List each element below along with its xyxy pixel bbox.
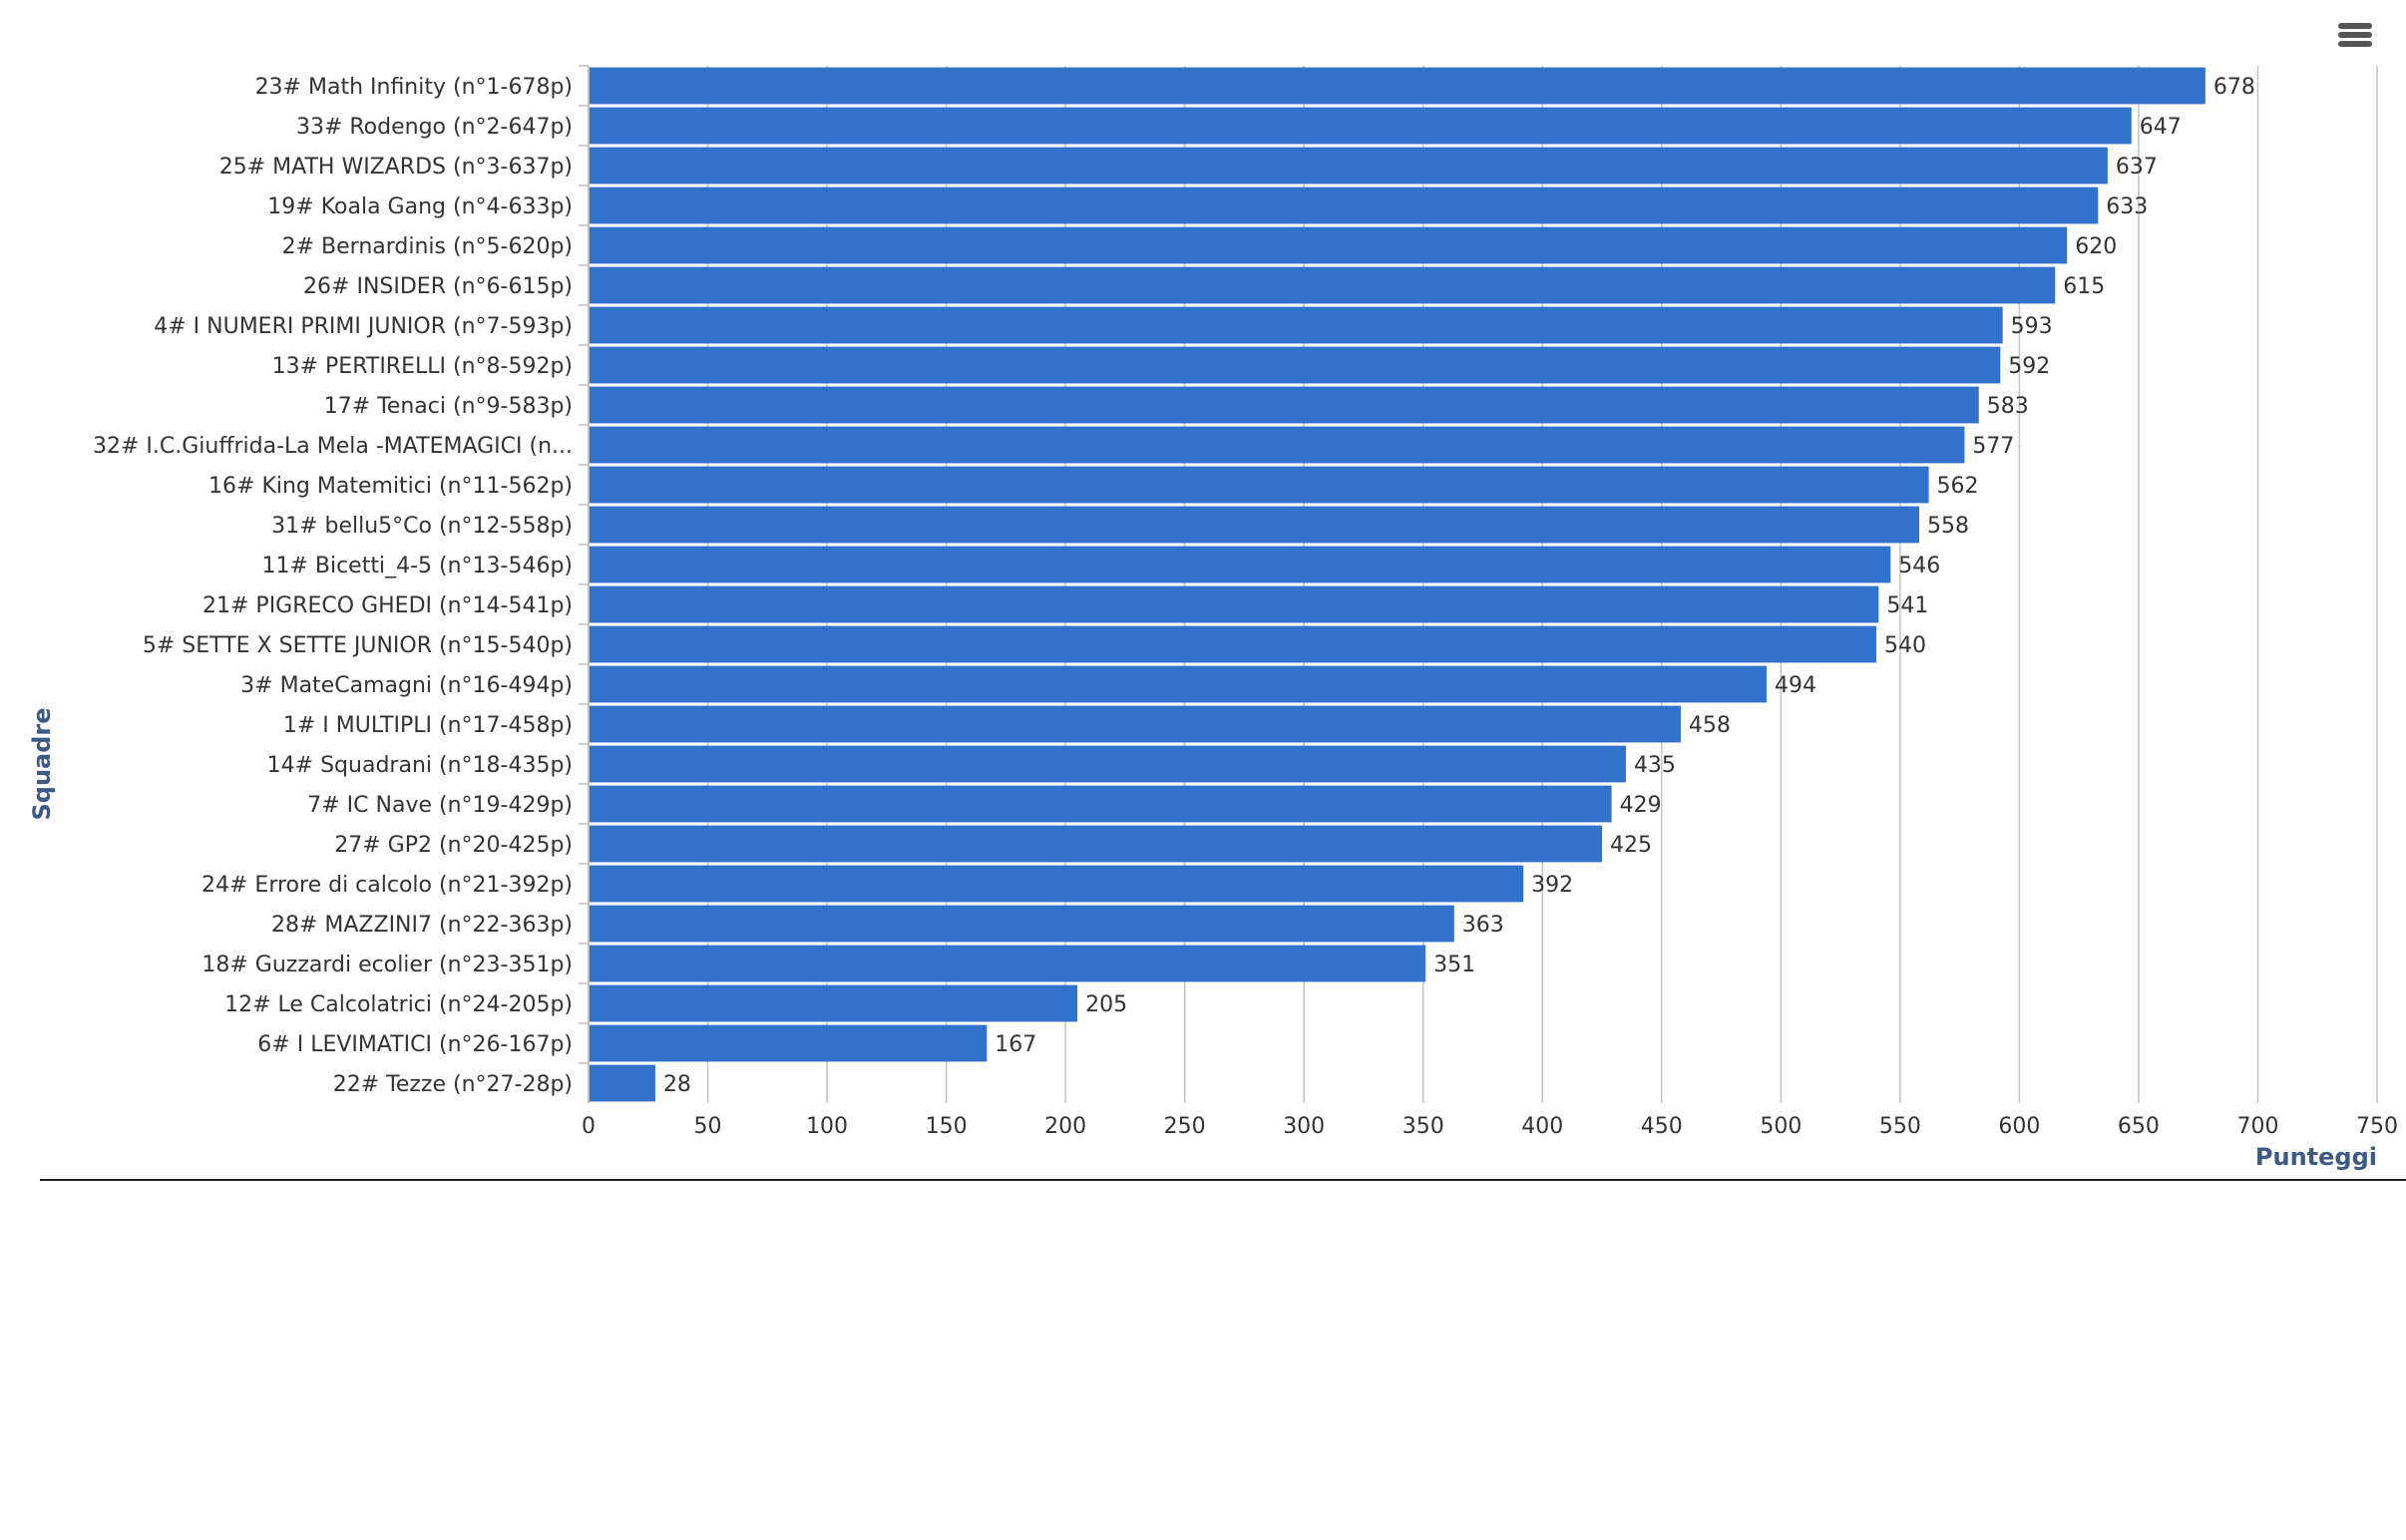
bar — [589, 745, 1626, 783]
x-tick-label: 600 — [1998, 1114, 2040, 1139]
x-tick-label: 250 — [1164, 1114, 1206, 1139]
data-label: 425 — [1610, 833, 1652, 858]
category-label: 19# Koala Gang (n°4-633p) — [267, 194, 573, 219]
bar — [589, 107, 2132, 145]
x-tick-label: 350 — [1403, 1114, 1444, 1139]
category-label: 26# INSIDER (n°6-615p) — [303, 274, 573, 299]
bar — [589, 426, 1965, 464]
bar — [589, 1064, 655, 1102]
chart-menu-button[interactable] — [2326, 10, 2386, 60]
bar — [589, 546, 1891, 583]
bar — [589, 945, 1426, 982]
bar — [589, 785, 1612, 823]
data-label: 633 — [2106, 194, 2148, 219]
category-label: 27# GP2 (n°20-425p) — [334, 833, 573, 858]
bar — [589, 147, 2108, 185]
data-label: 363 — [1462, 913, 1504, 938]
data-label: 615 — [2063, 274, 2105, 299]
category-label: 22# Tezze (n°27-28p) — [333, 1072, 573, 1097]
x-tick-label: 100 — [806, 1114, 848, 1139]
bar — [589, 466, 1929, 504]
data-label: 620 — [2075, 234, 2117, 259]
bar — [589, 346, 2001, 384]
bar — [589, 226, 2068, 264]
x-tick-label: 150 — [926, 1114, 968, 1139]
data-label: 562 — [1937, 474, 1979, 499]
x-tick-label: 0 — [582, 1114, 596, 1139]
category-label: 18# Guzzardi ecolier (n°23-351p) — [201, 953, 573, 977]
data-label: 558 — [1927, 514, 1969, 539]
category-label: 21# PIGRECO GHEDI (n°14-541p) — [202, 593, 573, 618]
bar — [589, 386, 1979, 424]
x-tick-label: 700 — [2236, 1114, 2278, 1139]
x-tick-label: 750 — [2356, 1114, 2398, 1139]
x-tick-label: 450 — [1641, 1114, 1683, 1139]
category-label: 17# Tenaci (n°9-583p) — [324, 394, 573, 419]
x-tick-label: 50 — [694, 1114, 722, 1139]
category-label: 5# SETTE X SETTE JUNIOR (n°15-540p) — [143, 633, 573, 658]
bar — [589, 905, 1454, 943]
data-label: 458 — [1689, 713, 1731, 738]
y-axis-title: Squadre — [28, 707, 56, 820]
bar — [589, 665, 1767, 703]
bar — [589, 67, 2206, 105]
bar — [589, 585, 1879, 623]
category-label: 3# MateCamagni (n°16-494p) — [240, 673, 573, 698]
bar — [589, 187, 2099, 224]
bar — [589, 625, 1876, 663]
data-label: 429 — [1620, 793, 1662, 818]
x-tick-label: 550 — [1879, 1114, 1921, 1139]
category-label: 23# Math Infinity (n°1-678p) — [255, 75, 573, 100]
data-label: 541 — [1886, 593, 1928, 618]
bar — [589, 1024, 988, 1062]
data-label: 678 — [2213, 75, 2255, 100]
category-label: 24# Errore di calcolo (n°21-392p) — [201, 873, 573, 898]
data-label: 593 — [2011, 314, 2053, 339]
data-label: 577 — [1972, 434, 2014, 459]
bar — [589, 825, 1603, 863]
x-tick-label: 500 — [1760, 1114, 1802, 1139]
bar — [589, 266, 2056, 304]
x-tick-label: 300 — [1283, 1114, 1325, 1139]
category-label: 31# bellu5°Co (n°12-558p) — [271, 514, 573, 539]
bar — [589, 506, 1919, 544]
category-label: 7# IC Nave (n°19-429p) — [307, 793, 573, 818]
category-label: 2# Bernardinis (n°5-620p) — [282, 234, 573, 259]
data-label: 637 — [2116, 155, 2158, 180]
x-tick-label: 400 — [1521, 1114, 1563, 1139]
category-label: 25# MATH WIZARDS (n°3-637p) — [219, 155, 573, 180]
data-label: 392 — [1531, 873, 1573, 898]
data-label: 494 — [1775, 673, 1816, 698]
category-label: 1# I MULTIPLI (n°17-458p) — [283, 713, 573, 738]
bar — [589, 306, 2003, 344]
data-label: 592 — [2008, 354, 2050, 379]
data-label: 167 — [995, 1032, 1036, 1057]
data-label: 540 — [1884, 633, 1926, 658]
data-label: 28 — [663, 1072, 691, 1097]
category-label: 11# Bicetti_4-5 (n°13-546p) — [261, 554, 573, 578]
x-tick-label: 200 — [1044, 1114, 1086, 1139]
category-label: 16# King Matemitici (n°11-562p) — [208, 474, 573, 499]
data-label: 647 — [2140, 115, 2182, 140]
category-label: 14# Squadrani (n°18-435p) — [267, 753, 573, 778]
category-label: 12# Le Calcolatrici (n°24-205p) — [224, 992, 573, 1017]
x-tick-label: 650 — [2118, 1114, 2160, 1139]
category-label: 28# MAZZINI7 (n°22-363p) — [271, 913, 573, 938]
bar — [589, 865, 1524, 903]
data-label: 351 — [1433, 953, 1475, 977]
data-label: 435 — [1634, 753, 1676, 778]
category-label: 4# I NUMERI PRIMI JUNIOR (n°7-593p) — [154, 314, 573, 339]
data-label: 546 — [1898, 554, 1940, 578]
category-label: 33# Rodengo (n°2-647p) — [296, 115, 573, 140]
x-axis-title: Punteggi — [2255, 1143, 2377, 1171]
bar — [589, 705, 1681, 743]
category-label: 32# I.C.Giuffrida-La Mela -MATEMAGICI (n… — [93, 434, 573, 459]
category-label: 13# PERTIRELLI (n°8-592p) — [272, 354, 573, 379]
bar — [589, 984, 1078, 1022]
category-label: 6# I LEVIMATICI (n°26-167p) — [257, 1032, 573, 1057]
data-label: 583 — [1987, 394, 2029, 419]
data-label: 205 — [1085, 992, 1127, 1017]
